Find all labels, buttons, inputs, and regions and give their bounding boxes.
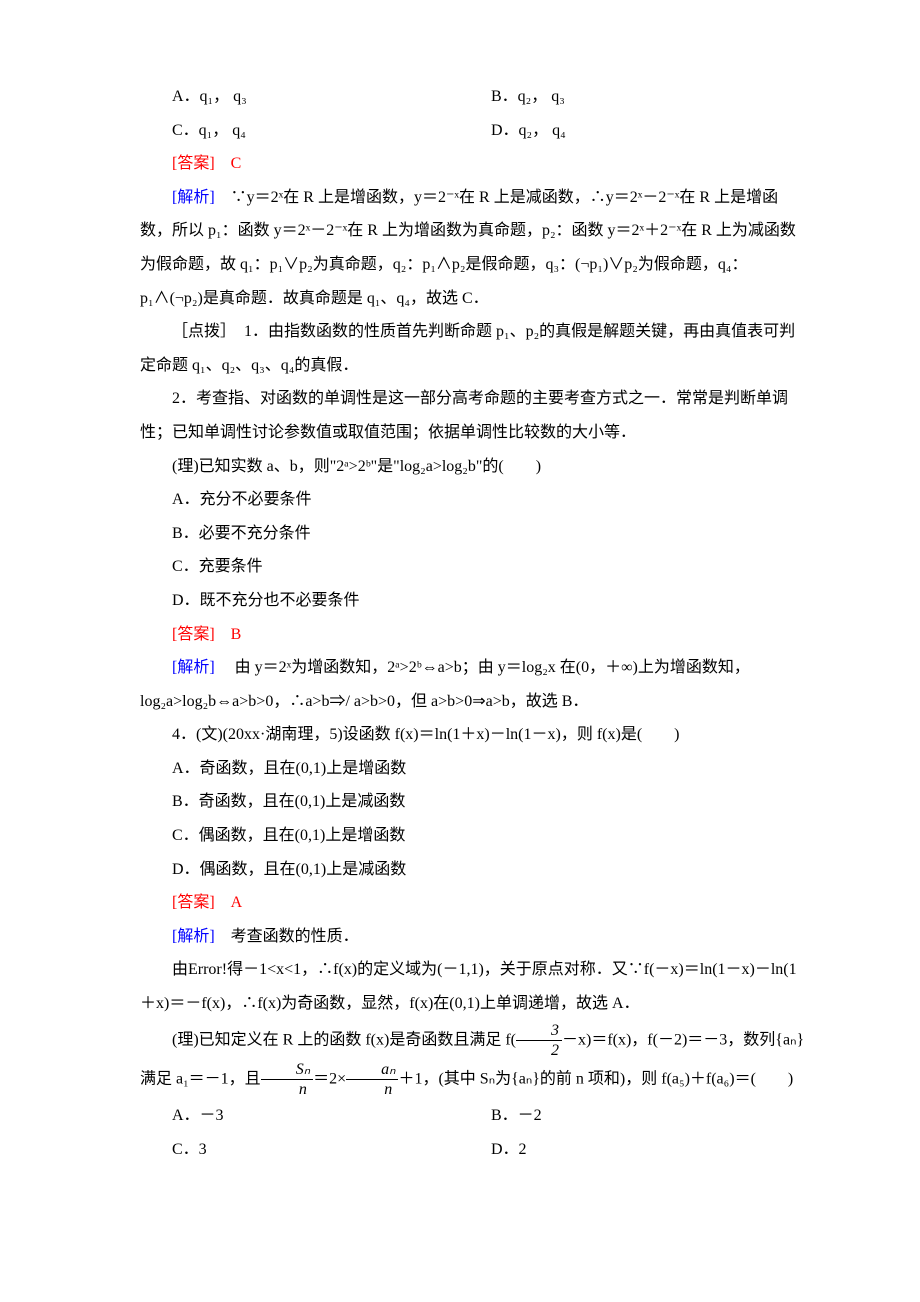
- q1-explanation: [解析] ∵y＝2ˣ在 R 上是增函数，y＝2⁻ˣ在 R 上是减函数，∴y＝2ˣ…: [140, 181, 810, 315]
- q1-options-row2: C．q₁， q₄ D．q₂， q₄: [172, 114, 810, 148]
- q1-note1: ［点拨］ 1．由指数函数的性质首先判断命题 p₁、p₂的真假是解题关键，再由真值…: [140, 315, 810, 382]
- q1-option-b: B．q₂， q₃: [491, 80, 810, 114]
- q3-stem: 4．(文)(20xx·湖南理，5)设函数 f(x)＝ln(1＋x)－ln(1－x…: [140, 718, 810, 752]
- q2-option-b: B．必要不充分条件: [172, 517, 810, 551]
- q4-option-c: C．3: [172, 1133, 491, 1167]
- q2-stem: (理)已知实数 a、b，则"2ᵃ>2ᵇ"是"log₂a>log₂b"的( ): [140, 450, 810, 484]
- q4-stem-pre: (理)已知定义在 R 上的函数 f(x)是奇函数且满足 f(: [172, 1031, 516, 1048]
- q4-option-b: B．－2: [491, 1099, 810, 1133]
- explain-label: [解析]: [172, 659, 215, 676]
- q3-option-d: D．偶函数，且在(0,1)上是减函数: [172, 853, 810, 887]
- fraction-sn-n: Sₙn: [261, 1060, 313, 1099]
- q4-options-row1: A．－3 B．－2: [172, 1099, 810, 1133]
- q4-option-a: A．－3: [172, 1099, 491, 1133]
- q4-stem-mid2: ＝2×: [313, 1070, 346, 1087]
- fraction-3-2: 32: [516, 1021, 562, 1060]
- q3-explanation: 由Error!得－1<x<1，∴f(x)的定义域为(－1,1)，关于原点对称．又…: [140, 953, 810, 1020]
- q2-option-d: D．既不充分也不必要条件: [172, 584, 810, 618]
- q2-expl-text: 由 y＝2ˣ为增函数知，2ᵃ>2ᵇ⇔a>b；由 y＝log₂x 在(0，＋∞)上…: [140, 659, 750, 710]
- q1-option-a: A．q₁， q₃: [172, 80, 491, 114]
- q3-option-b: B．奇函数，且在(0,1)上是减函数: [172, 785, 810, 819]
- q4-stem: (理)已知定义在 R 上的函数 f(x)是奇函数且满足 f(32－x)＝f(x)…: [140, 1021, 810, 1100]
- q2-option-a: A．充分不必要条件: [172, 483, 810, 517]
- answer-label: [答案] C: [172, 155, 241, 172]
- q2-explanation: [解析] 由 y＝2ˣ为增函数知，2ᵃ>2ᵇ⇔a>b；由 y＝log₂x 在(0…: [140, 651, 810, 718]
- explain-label: [解析]: [172, 928, 215, 945]
- q1-answer: [答案] C: [140, 147, 810, 181]
- q1-note2: 2．考查指、对函数的单调性是这一部分高考命题的主要考查方式之一．常常是判断单调性…: [140, 382, 810, 449]
- fraction-an-n: aₙn: [346, 1060, 398, 1099]
- q4-option-d: D．2: [491, 1133, 810, 1167]
- q2-answer: [答案] B: [140, 618, 810, 652]
- answer-label: [答案] B: [172, 626, 241, 643]
- q4-options-row2: C．3 D．2: [172, 1133, 810, 1167]
- q4-stem-post: ＋1，(其中 Sₙ为{aₙ}的前 n 项和)，则 f(a₅)＋f(a₆)＝( ): [398, 1070, 793, 1087]
- q1-options-row1: A．q₁， q₃ B．q₂， q₃: [172, 80, 810, 114]
- q2-option-c: C．充要条件: [172, 550, 810, 584]
- q3-expl-short: 考查函数的性质．: [215, 928, 359, 945]
- q1-option-c: C．q₁， q₄: [172, 114, 491, 148]
- q3-option-a: A．奇函数，且在(0,1)上是增函数: [172, 752, 810, 786]
- answer-label: [答案] A: [172, 894, 242, 911]
- q3-option-c: C．偶函数，且在(0,1)上是增函数: [172, 819, 810, 853]
- q1-expl-text: ∵y＝2ˣ在 R 上是增函数，y＝2⁻ˣ在 R 上是减函数，∴y＝2ˣ－2⁻ˣ在…: [140, 189, 796, 307]
- explain-label: [解析]: [172, 189, 215, 206]
- q1-option-d: D．q₂， q₄: [491, 114, 810, 148]
- q3-answer: [答案] A: [140, 886, 810, 920]
- q3-explanation-short: [解析] 考查函数的性质．: [140, 920, 810, 954]
